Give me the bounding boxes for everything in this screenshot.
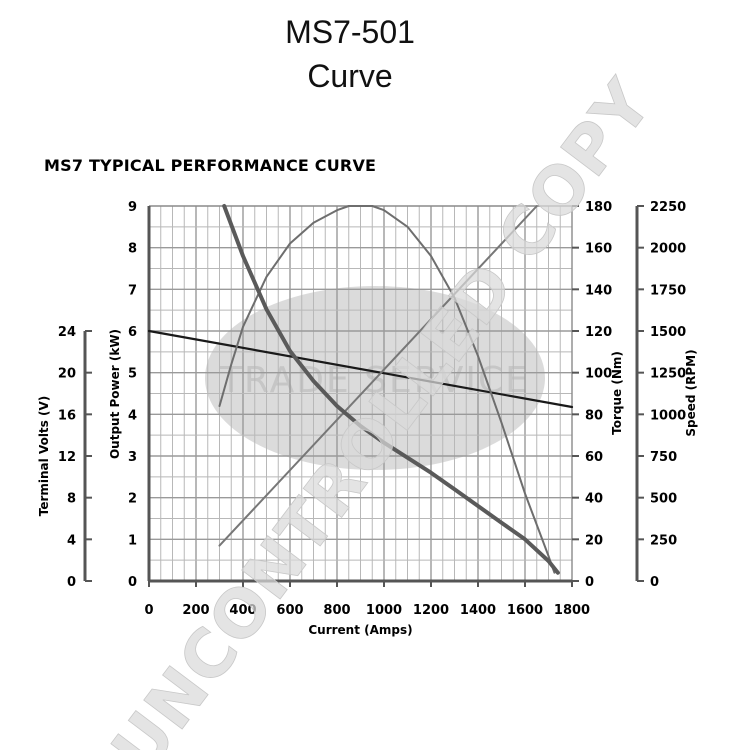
volts-tick-label: 4 [67, 533, 76, 548]
torque-tick-label: 60 [585, 450, 603, 465]
torque-tick-label: 80 [585, 408, 603, 423]
x-tick-label: 1600 [507, 603, 543, 618]
power-axis-label: Output Power (kW) [108, 329, 122, 459]
power-tick-label: 6 [128, 325, 137, 340]
power-tick-label: 2 [128, 492, 137, 507]
x-tick-label: 1000 [366, 603, 402, 618]
speed-tick-label: 2250 [650, 200, 686, 215]
speed-tick-label: 1750 [650, 283, 686, 298]
volts-tick-label: 24 [58, 325, 76, 340]
torque-tick-label: 20 [585, 533, 603, 548]
speed-tick-label: 250 [650, 533, 677, 548]
speed-axis-label: Speed (RPM) [684, 349, 698, 436]
x-tick-label: 200 [182, 603, 209, 618]
power-curve [218, 205, 556, 574]
volts-axis-label: Terminal Volts (V) [37, 396, 51, 517]
speed-curve [222, 204, 560, 575]
power-tick-label: 8 [128, 242, 137, 257]
x-tick-label: 400 [229, 603, 256, 618]
x-tick-label: 1200 [413, 603, 449, 618]
power-tick-label: 3 [128, 450, 137, 465]
torque-tick-label: 100 [585, 367, 612, 382]
torque-tick-label: 140 [585, 283, 612, 298]
speed-tick-label: 750 [650, 450, 677, 465]
volts-tick-label: 20 [58, 367, 76, 382]
power-tick-label: 0 [128, 575, 137, 590]
watermark-uncontrolled-copy: UNCONTROLLED COPY [97, 66, 667, 750]
volts-tick-label: 12 [58, 450, 76, 465]
speed-tick-label: 2000 [650, 242, 686, 257]
page-subtitle: Curve [307, 58, 393, 94]
torque-tick-label: 0 [585, 575, 594, 590]
chart-title: MS7 TYPICAL PERFORMANCE CURVE [44, 156, 377, 175]
x-axis-label: Current (Amps) [308, 623, 412, 637]
x-tick-label: 0 [144, 603, 153, 618]
x-tick-label: 800 [323, 603, 350, 618]
torque-tick-label: 40 [585, 492, 603, 507]
volts-curve [147, 329, 574, 409]
torque-tick-label: 180 [585, 200, 612, 215]
x-tick-label: 1400 [460, 603, 496, 618]
power-tick-label: 9 [128, 200, 137, 215]
x-tick-label: 600 [276, 603, 303, 618]
torque-axis-label: Torque (Nm) [610, 351, 624, 435]
power-tick-label: 7 [128, 283, 137, 298]
speed-tick-label: 1500 [650, 325, 686, 340]
speed-tick-label: 0 [650, 575, 659, 590]
torque-tick-label: 120 [585, 325, 612, 340]
page-title: MS7-501 [285, 14, 415, 50]
speed-tick-label: 1250 [650, 367, 686, 382]
torque-curve [218, 205, 538, 547]
torque-tick-label: 160 [585, 242, 612, 257]
power-tick-label: 5 [128, 367, 137, 382]
speed-tick-label: 1000 [650, 408, 686, 423]
speed-tick-label: 500 [650, 492, 677, 507]
power-tick-label: 4 [128, 408, 137, 423]
power-tick-label: 1 [128, 533, 137, 548]
volts-tick-label: 0 [67, 575, 76, 590]
volts-tick-label: 16 [58, 408, 76, 423]
volts-tick-label: 8 [67, 492, 76, 507]
x-tick-label: 1800 [554, 603, 590, 618]
